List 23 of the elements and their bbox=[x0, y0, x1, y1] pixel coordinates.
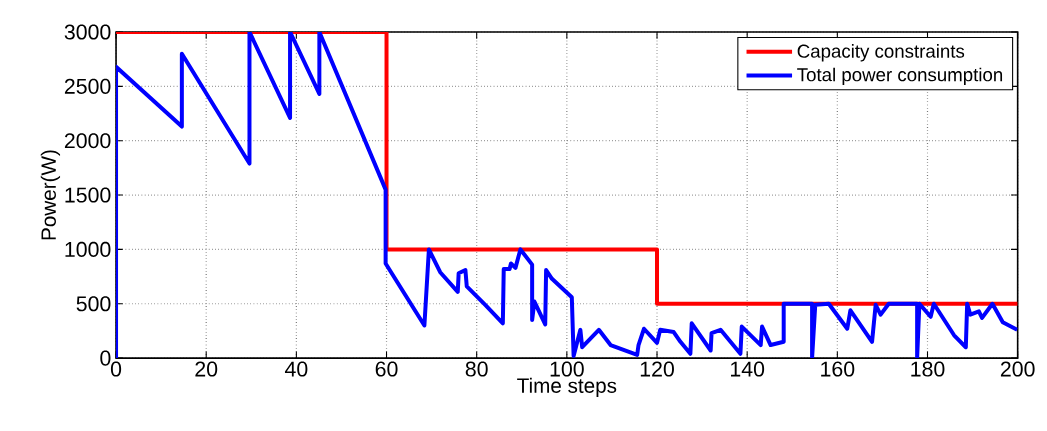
x-tick-label: 200 bbox=[1000, 361, 1035, 377]
x-tick-label: 180 bbox=[911, 361, 945, 377]
x-tick-label: 0 bbox=[110, 361, 122, 377]
x-tick-label: 100 bbox=[550, 361, 584, 377]
y-tick-label: 1500 bbox=[65, 187, 111, 203]
x-axis-title: Time steps bbox=[517, 377, 617, 398]
y-tick-label: 2000 bbox=[64, 133, 111, 149]
y-tick-label: 1000 bbox=[65, 241, 111, 258]
y-tick-label: 500 bbox=[76, 296, 111, 312]
y-axis-title: Power(W) bbox=[40, 150, 61, 240]
x-tick-label: 20 bbox=[195, 361, 218, 377]
x-tick-label: 60 bbox=[375, 361, 398, 377]
x-tick-label: 40 bbox=[284, 361, 308, 377]
x-tick-label: 80 bbox=[465, 361, 488, 377]
x-tick-label: 160 bbox=[821, 361, 855, 377]
legend-label: Capacity constraints bbox=[797, 44, 965, 62]
line-series bbox=[116, 32, 1018, 359]
legend-label: Total power consumption bbox=[797, 67, 1003, 86]
x-tick-label: 140 bbox=[731, 361, 765, 377]
y-tick-label: 3000 bbox=[64, 24, 111, 40]
y-tick-label: 2500 bbox=[64, 78, 111, 95]
y-tick-label: 0 bbox=[100, 350, 111, 366]
x-tick-label: 120 bbox=[640, 361, 674, 377]
